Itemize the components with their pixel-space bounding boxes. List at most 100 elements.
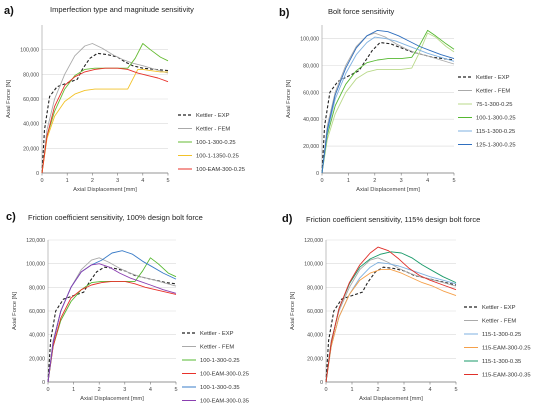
x-tick-label: 0 — [324, 387, 327, 393]
legend-entry: 115-EAM-300-0.35 — [482, 373, 531, 379]
y-tick-label: 100,000 — [26, 262, 45, 268]
series-line — [321, 32, 455, 174]
y-tick-label: 20,000 — [303, 144, 319, 150]
y-tick-label: 0 — [36, 171, 39, 177]
legend-entry: 100-1-1350-0.25 — [196, 154, 239, 160]
x-tick-label: 2 — [91, 178, 94, 184]
y-tick-label: 20,000 — [23, 146, 39, 152]
series-line — [47, 250, 177, 383]
panel-label: a) — [4, 5, 14, 17]
y-tick-label: 20,000 — [29, 356, 45, 362]
legend-entry: Kettler - FEM — [482, 319, 516, 325]
series-line — [321, 32, 455, 174]
y-tick-label: 80,000 — [303, 63, 319, 69]
legend-entry: Kettler - FEM — [196, 127, 230, 133]
series-line — [47, 257, 177, 383]
y-tick-label: 0 — [42, 380, 45, 386]
panel-label: c) — [6, 211, 16, 223]
x-tick-label: 5 — [452, 178, 455, 184]
x-tick-label: 1 — [347, 178, 350, 184]
legend-entry: 75-1-300-0.25 — [476, 102, 512, 108]
series-line — [41, 68, 168, 174]
legend-entry: 115-1-300-0.25 — [482, 332, 521, 338]
x-axis-label: Axial Displacement [mm] — [359, 396, 423, 402]
y-tick-label: 80,000 — [29, 285, 45, 291]
y-axis-label: Axial Force [N] — [6, 80, 12, 118]
series-line — [321, 29, 455, 174]
y-tick-label: 60,000 — [23, 97, 39, 103]
y-axis-label: Axial Force [N] — [286, 80, 292, 118]
x-tick-label: 5 — [174, 387, 177, 393]
x-tick-label: 0 — [320, 178, 323, 184]
x-axis-label: Axial Displacement [mm] — [73, 187, 137, 193]
series-line — [47, 263, 177, 383]
legend-entry: 100-1-300-0.35 — [200, 385, 240, 391]
x-tick-label: 1 — [66, 178, 69, 184]
x-tick-label: 5 — [166, 178, 169, 184]
series-line — [41, 43, 169, 174]
series-line — [325, 251, 457, 383]
chart-title: Bolt force sensitivity — [328, 7, 395, 16]
chart-title: Friction coefficient sensitivity, 115% d… — [306, 215, 480, 224]
chart-panel: b) Bolt force sensitivity 0 20,000 40,000 60,… — [279, 7, 516, 193]
legend-entry: Kettler - FEM — [200, 345, 234, 351]
x-tick-label: 1 — [72, 387, 75, 393]
legend-entry: 115-1-300-0.35 — [482, 359, 521, 365]
chart-panel: d) Friction coefficient sensitivity, 115%… — [282, 213, 531, 402]
x-tick-label: 3 — [400, 178, 403, 184]
legend-entry: 115-1-300-0.25 — [476, 129, 515, 135]
x-tick-label: 2 — [98, 387, 101, 393]
y-tick-label: 80,000 — [307, 285, 323, 291]
chart-title: Friction coefficient sensitivity, 100% d… — [28, 213, 203, 222]
x-tick-label: 5 — [454, 387, 457, 393]
y-tick-label: 40,000 — [303, 117, 319, 123]
y-tick-label: 40,000 — [23, 122, 39, 128]
legend-entry: 125-1-300-0.25 — [476, 143, 516, 149]
x-tick-label: 2 — [373, 178, 376, 184]
x-tick-label: 3 — [116, 178, 119, 184]
legend-entry: Kettler - FEM — [476, 89, 510, 95]
y-tick-label: 0 — [316, 171, 319, 177]
series-line — [325, 246, 457, 383]
y-tick-label: 100,000 — [20, 48, 39, 54]
series-line — [41, 52, 169, 174]
x-tick-label: 0 — [46, 387, 49, 393]
series-line — [47, 280, 177, 383]
y-tick-label: 60,000 — [307, 309, 323, 315]
legend-entry: 115-EAM-300-0.25 — [482, 346, 531, 352]
x-tick-label: 0 — [40, 178, 43, 184]
y-tick-label: 100,000 — [304, 262, 323, 268]
legend-entry: 100-1-300-0.25 — [476, 116, 516, 122]
legend-entry: 100-EAM-300-0.25 — [200, 372, 249, 378]
series-line — [321, 36, 455, 174]
series-line — [41, 43, 169, 174]
x-axis-label: Axial Displacement [mm] — [356, 187, 420, 193]
legend-entry: 100-1-300-0.25 — [200, 358, 240, 364]
chart-panel: c) Friction coefficient sensitivity, 100%… — [6, 211, 249, 405]
legend-entry: Kettler - EXP — [482, 305, 516, 311]
series-line — [321, 41, 455, 174]
series-line — [321, 29, 455, 174]
legend-entry: 100-EAM-300-0.35 — [200, 399, 249, 405]
x-tick-label: 4 — [141, 178, 144, 184]
y-tick-label: 0 — [320, 380, 323, 386]
series-line — [325, 266, 457, 383]
legend-entry: 100-EAM-300-0.25 — [196, 167, 245, 173]
y-axis-label: Axial Force [N] — [290, 292, 296, 330]
panel-label: d) — [282, 213, 293, 225]
chart-panel: a) Imperfection type and magnitude sensit… — [4, 5, 245, 193]
y-tick-label: 60,000 — [29, 309, 45, 315]
legend-entry: 100-1-300-0.25 — [196, 140, 236, 146]
y-tick-label: 120,000 — [26, 238, 45, 244]
x-axis-label: Axial Displacement [mm] — [80, 396, 144, 402]
y-tick-label: 60,000 — [303, 90, 319, 96]
x-tick-label: 3 — [402, 387, 405, 393]
x-tick-label: 4 — [149, 387, 152, 393]
legend-entry: Kettler - EXP — [196, 113, 230, 119]
legend-entry: Kettler - EXP — [476, 75, 510, 81]
series-line — [47, 257, 177, 383]
chart-title: Imperfection type and magnitude sensitiv… — [50, 5, 194, 14]
panel-label: b) — [279, 7, 290, 19]
x-tick-label: 2 — [376, 387, 379, 393]
